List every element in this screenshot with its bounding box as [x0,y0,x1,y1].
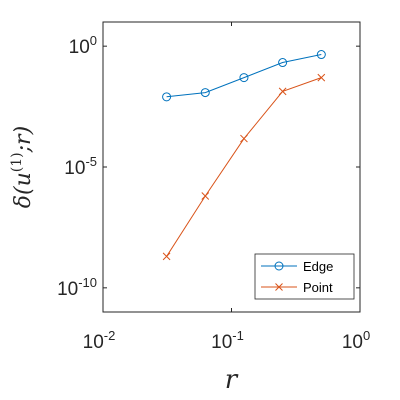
data-point-point [240,134,248,143]
legend-label-point: Point [303,280,333,295]
data-point-edge [278,58,288,68]
legend-marker-edge [274,261,284,271]
series-layer [162,50,326,261]
data-point-edge [316,50,326,60]
data-point-point [201,192,210,200]
data-point-edge [200,88,210,98]
series-line-edge [166,54,322,98]
x-tick-label: 10-2 [83,328,116,353]
data-point-point [317,73,326,82]
y-tick-label: 100 [69,33,97,58]
data-point-point [162,252,171,261]
y-tick-label: 10-5 [64,154,97,179]
data-point-edge [239,73,249,83]
legend: Edge Point [254,253,355,300]
legend-marker-point [275,283,283,291]
axis-ticks [102,22,361,312]
x-tick-label: 100 [342,328,370,353]
legend-label-edge: Edge [303,259,333,274]
tick-labels: 10-2 10-1 100 100 10-5 10-10 [57,33,370,353]
data-point-edge [162,92,172,102]
x-tick-label: 10-1 [211,328,244,353]
x-axis-label: r [225,365,239,395]
y-tick-label: 10-10 [57,275,97,300]
data-point-point [278,87,287,96]
y-axis-label: δ(u(1);r) [9,126,36,208]
legend-box [254,253,355,300]
